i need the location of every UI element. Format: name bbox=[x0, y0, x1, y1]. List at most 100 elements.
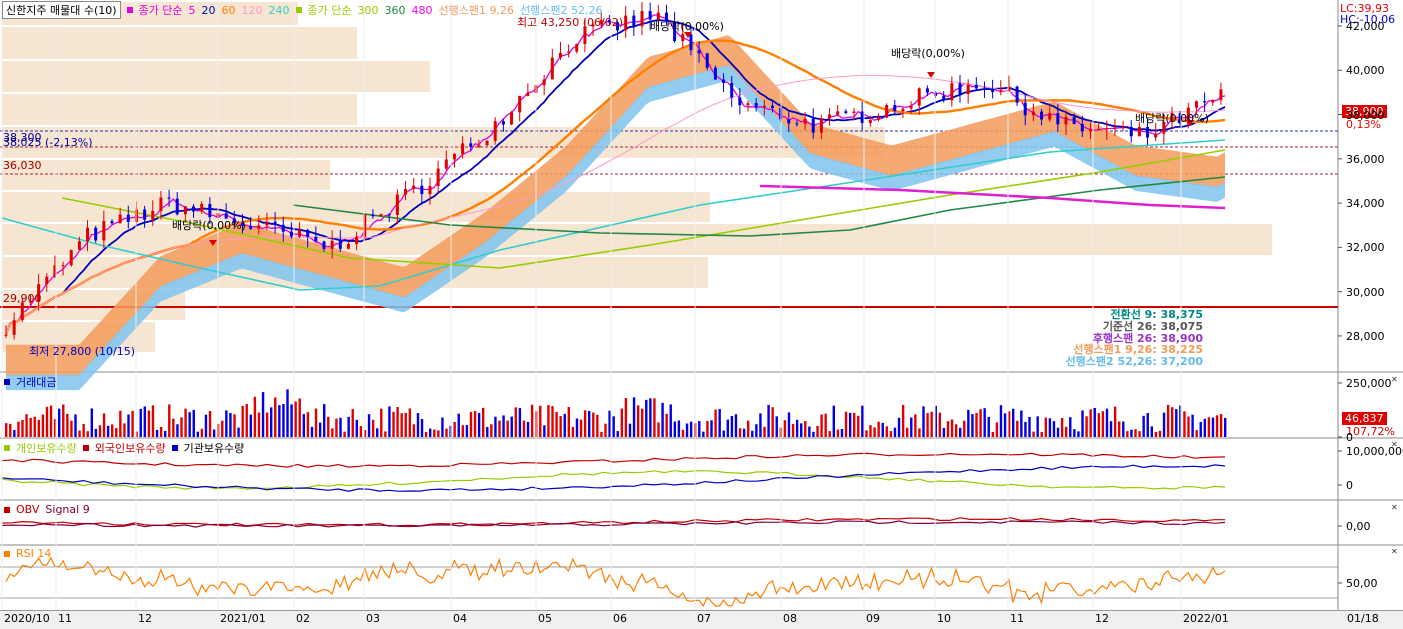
volume-bar bbox=[490, 424, 493, 437]
candle-body bbox=[1080, 123, 1084, 132]
volume-bar bbox=[1024, 421, 1027, 437]
volume-bar bbox=[1040, 431, 1043, 437]
volume-bar bbox=[208, 411, 212, 437]
volume-bar bbox=[339, 417, 342, 437]
panel-close-icon[interactable]: ✕ bbox=[1391, 547, 1398, 556]
volume-bar bbox=[857, 415, 860, 437]
volume-bar bbox=[624, 398, 628, 437]
candle-body bbox=[1023, 102, 1027, 116]
volume-bar bbox=[714, 409, 717, 437]
dividend-label-2: 배당락(0,00%) bbox=[891, 47, 965, 60]
volume-bar bbox=[457, 413, 460, 437]
candle-body bbox=[550, 57, 554, 80]
candle-body bbox=[942, 95, 946, 101]
volume-bar bbox=[1032, 431, 1035, 437]
panel-close-icon[interactable]: ✕ bbox=[1391, 375, 1398, 384]
ma5-label: 5 bbox=[188, 3, 196, 17]
candle-body bbox=[607, 20, 611, 23]
volume-bar bbox=[286, 389, 289, 437]
volume-profile-bar bbox=[2, 61, 430, 92]
candle-body bbox=[387, 214, 391, 216]
volume-bar bbox=[1065, 426, 1068, 437]
volume-bar bbox=[726, 419, 730, 437]
volume-bar bbox=[180, 417, 183, 437]
volume-bar bbox=[233, 414, 236, 437]
volume-bar bbox=[310, 426, 314, 437]
volume-bar bbox=[832, 405, 836, 437]
volume-tick-label: 250,000 bbox=[1346, 377, 1392, 390]
volume-bar bbox=[1187, 416, 1190, 437]
volume-bar bbox=[502, 415, 505, 437]
volume-bar bbox=[567, 406, 571, 437]
volume-bar bbox=[1179, 405, 1182, 437]
ma240-label: 240 bbox=[268, 3, 290, 17]
candle-body bbox=[45, 276, 49, 285]
volume-bar bbox=[881, 422, 884, 437]
candle-body bbox=[126, 214, 130, 223]
volume-bar bbox=[151, 405, 155, 437]
lc-label: LC:39,93 bbox=[1340, 2, 1390, 15]
candle-body bbox=[1186, 107, 1190, 124]
candle-body bbox=[167, 197, 171, 199]
panel-close-icon[interactable]: ✕ bbox=[1391, 440, 1398, 449]
volume-bar bbox=[767, 404, 770, 437]
volume-bar bbox=[1105, 408, 1109, 437]
rsi-tick-label: 50,00 bbox=[1346, 577, 1378, 590]
volume-bar bbox=[771, 407, 774, 437]
volume-bar bbox=[873, 427, 876, 437]
volume-bar bbox=[922, 406, 925, 437]
volume-bar bbox=[1134, 429, 1137, 437]
stock-title[interactable]: 신한지주 매물대 수(10) bbox=[2, 1, 121, 19]
volume-bar bbox=[221, 420, 224, 437]
candle-body bbox=[681, 34, 685, 42]
volume-bar bbox=[539, 405, 542, 437]
volume-bar bbox=[661, 402, 664, 437]
volume-bar bbox=[1056, 427, 1060, 437]
volume-bar bbox=[816, 425, 819, 437]
volume-bar bbox=[600, 431, 603, 437]
volume-bar bbox=[408, 408, 412, 437]
candle-body bbox=[599, 20, 603, 25]
price-tick-label: 38,000 bbox=[1346, 108, 1385, 122]
volume-bar bbox=[278, 405, 281, 437]
candle-body bbox=[787, 119, 791, 124]
volume-bar bbox=[1012, 408, 1015, 437]
volume-bar bbox=[812, 431, 815, 437]
volume-bar bbox=[1175, 409, 1178, 437]
volume-bar bbox=[869, 425, 872, 437]
candle-body bbox=[485, 140, 489, 146]
x-tick-label: 05 bbox=[538, 612, 552, 625]
x-tick-label: 03 bbox=[366, 612, 380, 625]
price-tick-label: 28,000 bbox=[1346, 329, 1385, 343]
volume-bar bbox=[1195, 430, 1198, 437]
candle-body bbox=[420, 185, 424, 195]
ichimoku-cloud-orange bbox=[6, 35, 1225, 376]
volume-bar bbox=[914, 414, 917, 437]
candle-body bbox=[958, 83, 962, 95]
dividend-arrow-icon bbox=[1186, 120, 1194, 126]
dividend-arrow-icon bbox=[927, 72, 935, 78]
candle-body bbox=[1146, 126, 1150, 138]
volume-bar bbox=[620, 408, 624, 437]
volume-bar bbox=[1007, 411, 1011, 437]
obv-tick-label: 0,00 bbox=[1346, 520, 1371, 533]
volume-bar bbox=[730, 415, 734, 437]
volume-bar bbox=[355, 419, 359, 437]
candle-body bbox=[656, 12, 660, 20]
volume-bar bbox=[1089, 409, 1092, 437]
candle-body bbox=[379, 214, 383, 217]
candle-body bbox=[110, 221, 114, 224]
volume-bar bbox=[37, 419, 41, 437]
x-tick-label: 02 bbox=[296, 612, 310, 625]
volume-profile-bar bbox=[2, 127, 885, 158]
candle-body bbox=[4, 334, 8, 336]
volume-bar bbox=[270, 407, 273, 437]
candle-body bbox=[12, 320, 16, 335]
panel-close-icon[interactable]: ✕ bbox=[1391, 503, 1398, 512]
candle-body bbox=[461, 143, 465, 154]
volume-bar bbox=[1166, 404, 1170, 437]
span1-label: 선행스팬1 9,26 bbox=[438, 4, 514, 17]
candle-body bbox=[28, 301, 32, 303]
candle-body bbox=[966, 84, 970, 95]
volume-bar bbox=[983, 408, 986, 437]
